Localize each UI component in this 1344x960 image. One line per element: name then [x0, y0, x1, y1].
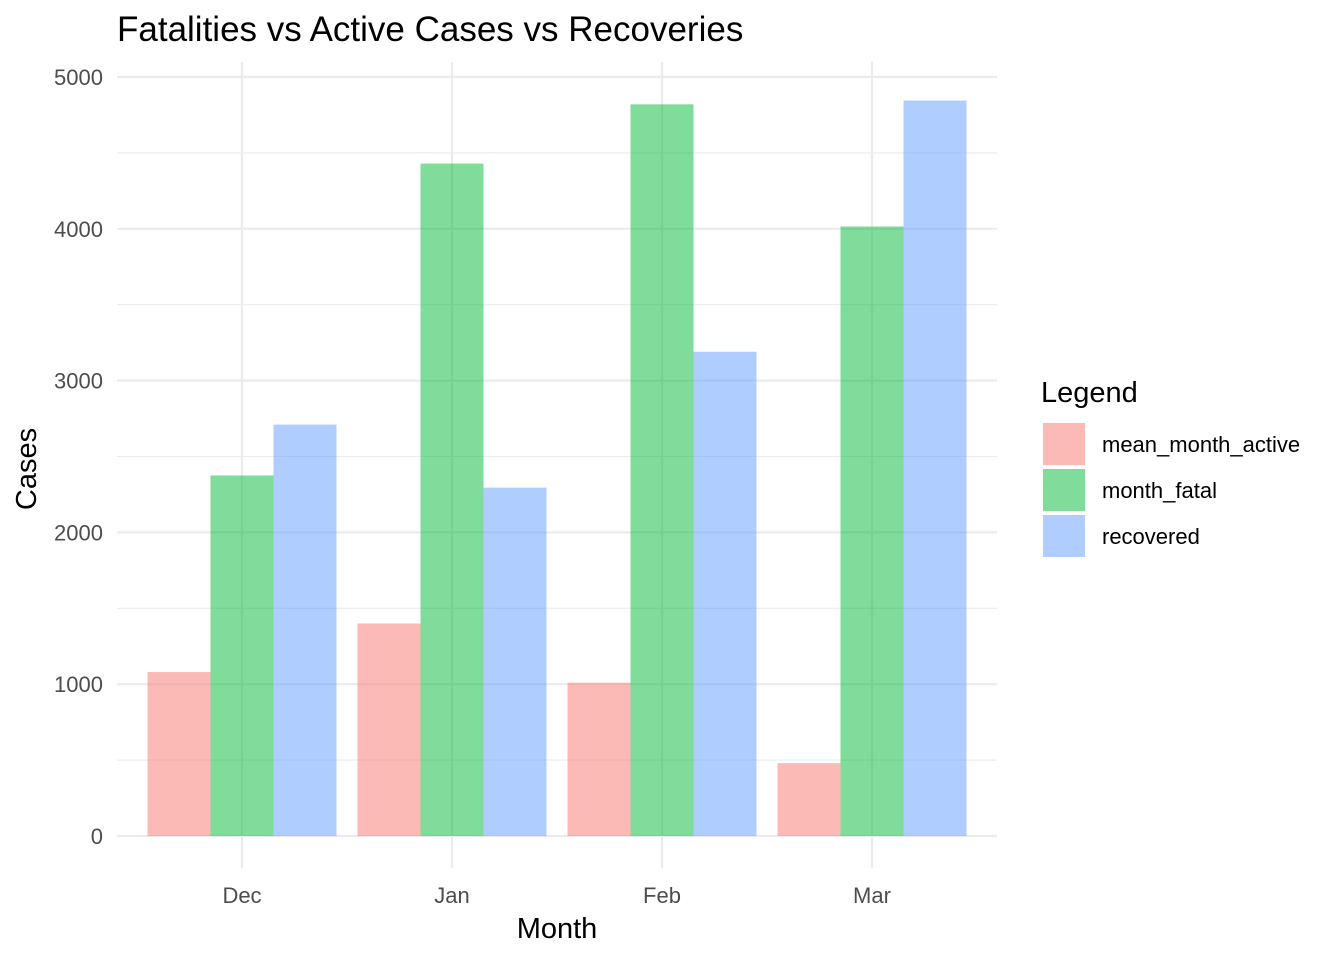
y-tick-label: 5000 [54, 65, 103, 90]
bar-mean_month_active-feb [567, 682, 631, 836]
bar-mean_month_active-dec [147, 672, 211, 836]
legend-title: Legend [1041, 377, 1138, 409]
y-axis-title: Cases [11, 428, 43, 510]
legend-key-month_fatal [1043, 469, 1085, 511]
y-tick-label: 3000 [54, 369, 103, 394]
x-tick-label: Mar [853, 883, 891, 908]
y-tick-label: 2000 [54, 520, 103, 545]
bar-month_fatal-feb [630, 104, 694, 837]
x-axis-ticks: Dec Jan Feb Mar [222, 883, 891, 908]
x-tick-label: Jan [434, 883, 469, 908]
bar-month_fatal-mar [840, 226, 904, 836]
bars [147, 100, 967, 837]
bar-recovered-jan [483, 487, 547, 836]
bar-month_fatal-jan [420, 163, 484, 836]
legend-label-mean_month_active: mean_month_active [1102, 432, 1300, 457]
legend-key-mean_month_active [1043, 423, 1085, 465]
y-tick-label: 0 [91, 824, 103, 849]
legend-key-recovered [1043, 515, 1085, 557]
bar-month_fatal-dec [210, 475, 274, 836]
bar-recovered-mar [903, 100, 967, 837]
legend: Legend mean_month_active month_fatalrecov… [1041, 377, 1300, 557]
y-tick-label: 1000 [54, 672, 103, 697]
x-tick-label: Dec [222, 883, 261, 908]
y-axis-ticks: 0 1000 2000 3000 4000 5000 [54, 65, 103, 849]
x-tick-label: Feb [643, 883, 681, 908]
legend-items: mean_month_active month_fatal recovered [1043, 423, 1300, 557]
y-tick-label: 4000 [54, 217, 103, 242]
bar-recovered-feb [693, 351, 757, 836]
x-axis-title: Month [517, 913, 598, 945]
legend-label-month_fatal: month_fatal [1102, 478, 1217, 503]
bar-mean_month_active-jan [357, 623, 421, 836]
chart-title: Fatalities vs Active Cases vs Recoveries [117, 10, 743, 49]
bar-recovered-dec [273, 424, 337, 836]
bar-mean_month_active-mar [777, 763, 841, 836]
legend-label-recovered: recovered [1102, 524, 1200, 549]
